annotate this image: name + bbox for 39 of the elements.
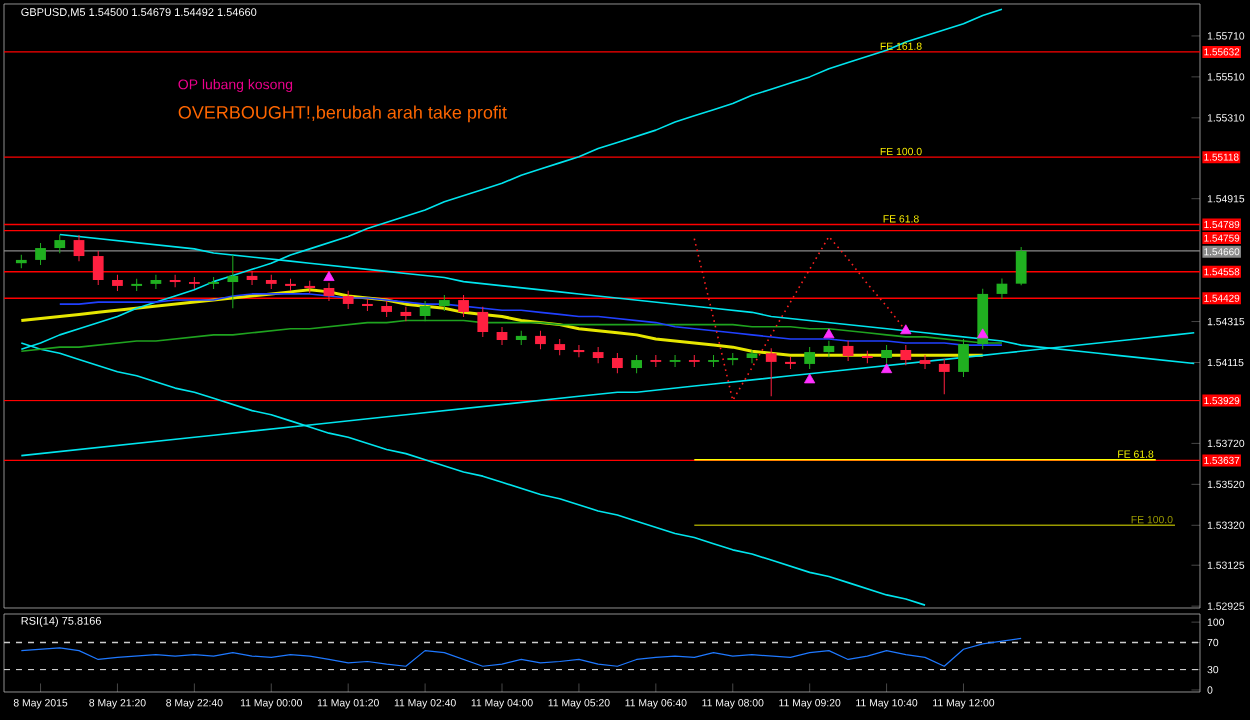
point	[880, 363, 893, 374]
candlestick	[958, 338, 969, 378]
candlestick	[804, 346, 816, 370]
candlestick	[612, 352, 623, 374]
candlestick	[458, 294, 469, 318]
candlestick	[1015, 246, 1027, 286]
candlestick	[938, 358, 950, 395]
candlestick	[881, 344, 892, 364]
candlestick	[477, 306, 489, 338]
candlestick	[73, 234, 85, 262]
candlestick	[669, 354, 681, 368]
candlestick	[496, 326, 508, 346]
point	[323, 271, 335, 281]
candlestick	[996, 278, 1008, 300]
candlestick	[54, 234, 66, 254]
candlestick	[150, 274, 162, 290]
candlestick	[535, 330, 546, 350]
point	[900, 324, 912, 335]
candlestick	[919, 354, 931, 370]
candlestick	[842, 340, 854, 362]
candlestick	[573, 344, 585, 358]
candlestick	[227, 254, 239, 309]
point	[823, 328, 835, 339]
candlestick	[823, 340, 835, 358]
candlestick	[400, 306, 412, 322]
point	[977, 328, 989, 339]
candlestick	[419, 300, 431, 322]
annotation: OVERBOUGHT!,berubah arah take profit	[178, 105, 507, 123]
candlestick	[746, 349, 758, 364]
candlestick	[246, 270, 258, 286]
candlestick	[35, 242, 46, 266]
candlestick	[92, 250, 104, 286]
candlestick	[342, 290, 354, 310]
candlestick	[765, 347, 777, 397]
candlestick	[169, 274, 181, 288]
point	[804, 373, 816, 384]
candlestick	[900, 344, 912, 366]
candlestick	[631, 354, 642, 374]
candlestick	[323, 282, 335, 302]
